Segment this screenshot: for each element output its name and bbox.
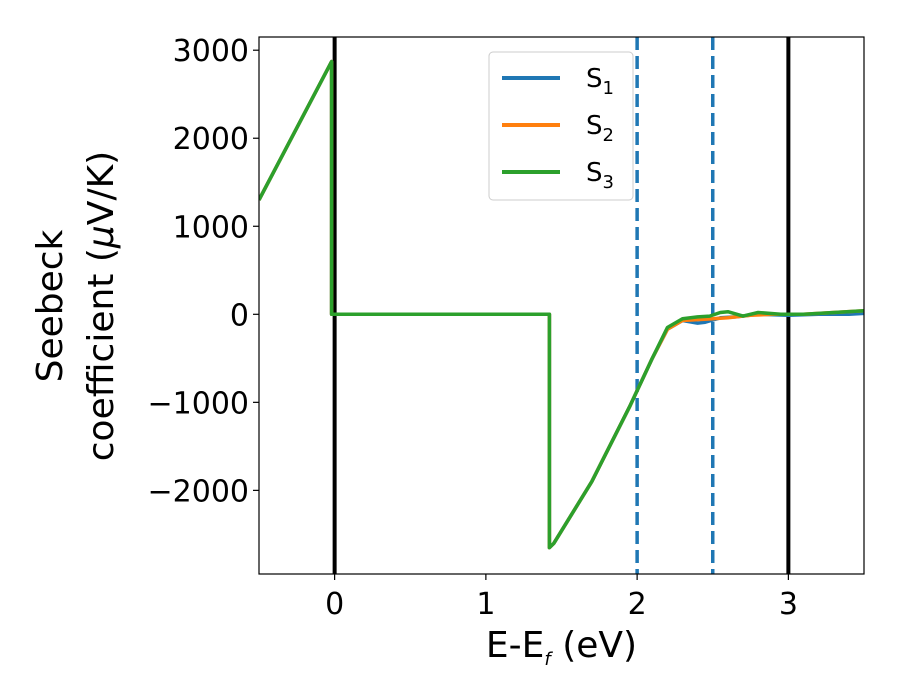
y-tick-label: 0 [230, 298, 249, 333]
legend: S1 S2 S3 [488, 51, 634, 201]
y-tick-label: 1000 [173, 210, 249, 245]
x-tick-label: 2 [628, 587, 647, 622]
legend-box [488, 51, 634, 201]
x-axis-title: E-Ef (eV) [486, 625, 637, 670]
y-tick-label: −2000 [148, 474, 249, 509]
y-tick-label: 3000 [173, 34, 249, 69]
legend-label-1: S1 [586, 64, 614, 99]
y-axis-title-line2: coefficient (μV/K) [81, 151, 122, 461]
x-tick-label: 0 [325, 587, 344, 622]
x-tick-label: 1 [476, 587, 495, 622]
legend-label-3: S3 [586, 158, 614, 193]
plot-frame [258, 36, 865, 575]
series-line-3 [259, 59, 864, 550]
y-tick-label: 2000 [173, 122, 249, 157]
y-tick-label: −1000 [148, 386, 249, 421]
x-tick-label: 3 [779, 587, 798, 622]
y-axis-title-line1: Seebeck [30, 229, 71, 382]
legend-label-2: S2 [586, 111, 614, 146]
